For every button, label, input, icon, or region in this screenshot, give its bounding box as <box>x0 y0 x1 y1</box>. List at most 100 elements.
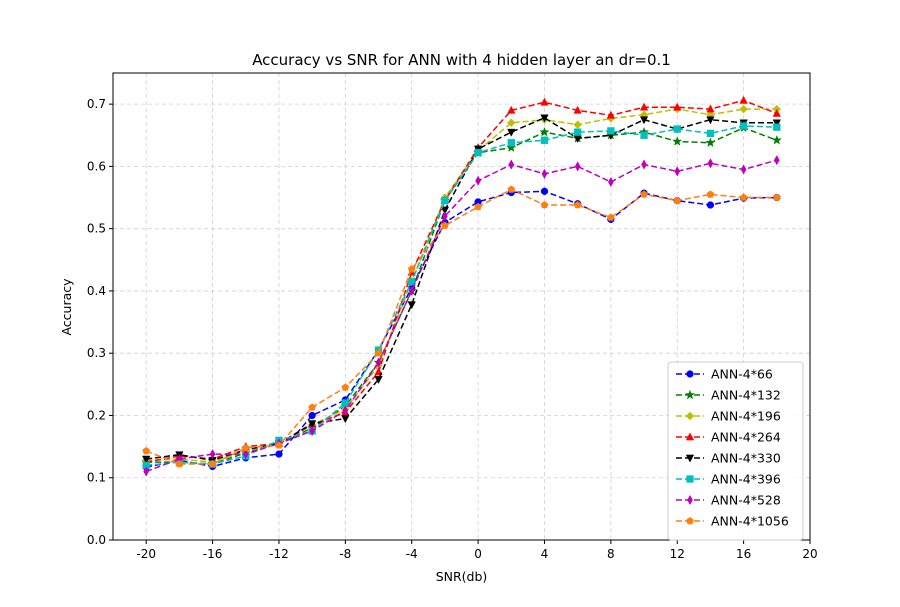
x-tick-label: 20 <box>802 547 817 561</box>
legend-marker <box>685 411 695 421</box>
data-point <box>772 193 781 201</box>
series-line <box>146 116 777 462</box>
data-point <box>706 201 715 209</box>
data-point <box>771 134 782 145</box>
legend-label: ANN-4*528 <box>711 493 781 508</box>
data-point <box>574 128 582 136</box>
data-point <box>143 466 150 477</box>
y-tick-label: 0.3 <box>87 346 106 360</box>
legend: ANN-4*66 ANN-4*132 ANN-4*196 ANN-4*264 ANN-4… <box>667 361 804 541</box>
data-point <box>208 459 217 468</box>
x-tick-label: 16 <box>736 547 751 561</box>
legend-box <box>667 361 804 541</box>
data-point <box>342 405 349 416</box>
data-point <box>772 108 781 117</box>
data-point <box>308 403 316 411</box>
legend-item: ANN-4*528 <box>676 493 781 508</box>
series-line <box>146 125 777 467</box>
data-point <box>706 190 715 198</box>
data-point <box>275 450 283 458</box>
data-point <box>739 122 748 130</box>
legend-label: ANN-4*132 <box>711 388 781 403</box>
x-axis-label: SNR(db) <box>436 569 488 584</box>
data-point <box>407 301 416 310</box>
data-point <box>440 206 450 215</box>
series-ANN-4*1056 <box>142 185 781 468</box>
data-point <box>441 196 449 205</box>
legend-label: ANN-4*264 <box>711 430 781 445</box>
y-tick-label: 0.5 <box>87 222 106 236</box>
legend-item: ANN-4*196 <box>676 409 781 424</box>
plot-series <box>141 95 782 477</box>
legend-item: ANN-4*396 <box>676 472 781 487</box>
x-axis-ticks: -20 -16 -12 -8 -4 0 4 8 12 16 20 <box>136 540 818 561</box>
data-point <box>175 459 184 468</box>
data-point <box>673 102 682 111</box>
y-tick-label: 0.0 <box>87 533 106 547</box>
data-point <box>142 455 151 464</box>
data-point <box>475 175 481 186</box>
data-point <box>441 221 449 229</box>
data-point <box>707 158 714 169</box>
data-point <box>375 357 382 368</box>
data-point <box>640 190 648 198</box>
data-point <box>706 116 715 125</box>
data-point <box>540 187 549 195</box>
legend-marker <box>686 475 694 483</box>
legend-marker <box>686 370 694 378</box>
data-point <box>540 114 549 123</box>
data-point <box>706 104 715 113</box>
x-tick-label: 0 <box>474 547 482 561</box>
x-tick-label: -8 <box>339 547 351 561</box>
data-point <box>241 443 250 452</box>
data-point <box>607 213 615 221</box>
legend-marker <box>685 454 695 463</box>
data-point <box>474 202 482 211</box>
chart-title: Accuracy vs SNR for ANN with 4 hidden la… <box>252 51 671 69</box>
legend-item: ANN-4*330 <box>676 451 781 466</box>
data-point <box>508 159 515 170</box>
data-point <box>705 137 716 148</box>
legend-label: ANN-4*396 <box>711 472 781 487</box>
y-axis-ticks: 0.0 0.1 0.2 0.3 0.4 0.5 0.6 0.7 <box>87 97 113 547</box>
data-point <box>540 136 549 144</box>
data-point <box>541 168 548 179</box>
data-point <box>540 97 549 106</box>
x-tick-label: 4 <box>541 547 549 561</box>
y-tick-label: 0.4 <box>87 284 106 298</box>
data-point <box>573 105 582 114</box>
legend-item: ANN-4*264 <box>676 430 781 445</box>
data-point <box>142 446 151 455</box>
legend-marker <box>687 494 693 506</box>
y-tick-label: 0.6 <box>87 159 106 173</box>
x-tick-label: -20 <box>136 547 156 561</box>
data-point <box>308 411 316 420</box>
data-point <box>639 102 649 111</box>
legend-label: ANN-4*66 <box>711 367 773 382</box>
legend-label: ANN-4*196 <box>711 409 781 424</box>
data-point <box>641 159 647 170</box>
data-point <box>573 200 582 209</box>
data-point <box>408 277 416 286</box>
series-line <box>145 188 777 465</box>
data-point <box>209 448 216 460</box>
data-point <box>540 200 549 209</box>
data-point <box>673 196 682 204</box>
data-point <box>739 193 748 201</box>
legend-item: ANN-4*132 <box>676 388 781 403</box>
data-point <box>374 367 383 376</box>
series-ANN-4*528 <box>143 155 780 477</box>
data-point <box>739 104 748 114</box>
y-tick-label: 0.1 <box>87 471 106 485</box>
data-point <box>607 127 615 135</box>
data-point <box>374 349 383 357</box>
data-point <box>507 128 516 137</box>
legend-marker <box>686 516 694 525</box>
data-point <box>539 126 550 137</box>
data-point <box>739 95 748 104</box>
data-point <box>674 166 681 177</box>
legend-marker <box>685 432 695 441</box>
data-point <box>640 131 648 139</box>
data-point <box>307 420 317 429</box>
